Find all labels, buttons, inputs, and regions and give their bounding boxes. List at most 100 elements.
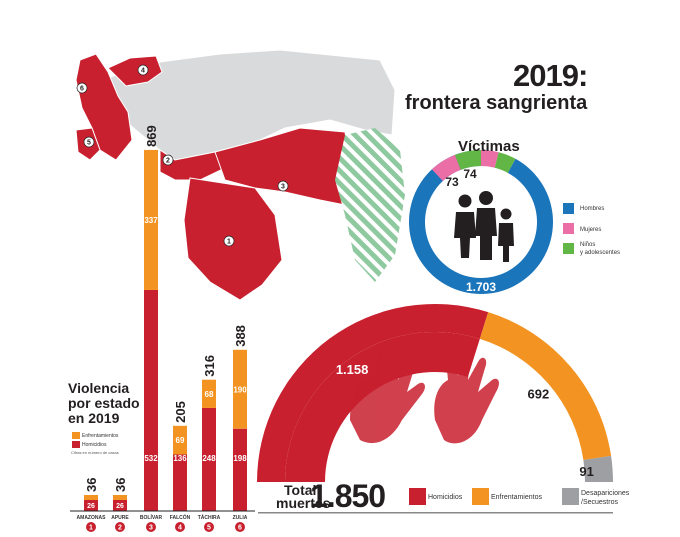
bar-homicidios: [202, 407, 216, 511]
legend-label-enfrentamientos-total: Enfrentamientos: [491, 494, 542, 501]
bar-total-label: 388: [233, 325, 248, 347]
legend-swatch-desapariciones: [562, 488, 579, 505]
bar-total-label: 36: [84, 478, 99, 492]
left-hand: [350, 343, 425, 444]
legend-label-homicidios: Homicidios: [82, 442, 107, 448]
legend-swatch-hombres: [563, 203, 574, 214]
bar-value-homicidios: 136: [173, 454, 187, 463]
total-deaths-label: Total muertes: [276, 482, 331, 511]
slice-homicidios-inner: [285, 332, 480, 482]
bar-enfrentamientos: [84, 495, 98, 500]
map-region-zulia: [75, 53, 133, 161]
map-marker: [277, 180, 289, 192]
bar-value-enfrentamientos: 190: [233, 385, 247, 394]
state-number-marker: [146, 522, 156, 532]
bar-value-enfrentamientos: 68: [205, 390, 214, 399]
bar-value-enfrentamientos: 337: [144, 216, 158, 225]
total-deaths-value: 1.850: [310, 478, 386, 514]
category-label: ZULIA: [233, 515, 248, 521]
bar-total-label: 36: [113, 478, 128, 492]
desapariciones-line2: /Secuestros: [581, 499, 618, 506]
bar-enfrentamientos: [233, 349, 247, 429]
half-donut-value-label: 1.158: [336, 362, 369, 377]
legend-label-enfrentamientos: Enfrentamientos: [82, 433, 119, 439]
state-number: 3: [149, 525, 153, 532]
map-region-gray: [99, 49, 396, 161]
bar-enfrentamientos: [144, 149, 158, 290]
slice-enfrentamientos: [479, 312, 612, 460]
state-number: 6: [238, 525, 242, 532]
legend-swatch-mujeres: [563, 223, 574, 234]
state-number: 1: [89, 525, 93, 532]
state-number-marker: [204, 522, 214, 532]
bottom-legend-divider: [258, 512, 613, 514]
ninos-line2: y adolescentes: [580, 250, 621, 256]
desapariciones-line1: Desapariciones: [581, 490, 630, 497]
map-marker: [137, 64, 149, 76]
donut-value-label: 73: [445, 175, 459, 189]
bar-homicidios: [113, 500, 127, 511]
people-icon: [454, 191, 514, 262]
donut-value-label: 74: [463, 167, 477, 181]
legend-swatch-enfrentamientos: [72, 432, 80, 439]
bar-total-label: 869: [144, 125, 159, 147]
category-label: APURE: [111, 515, 129, 521]
map-marker-number: 5: [87, 140, 91, 147]
half-donut-value-label: 91: [579, 464, 593, 479]
victims-donut: 1.703 73 74: [409, 150, 554, 294]
category-label: BOLÍVAR: [140, 513, 163, 521]
bar-homicidios: [173, 454, 187, 511]
legend-swatch-homicidios-total: [409, 488, 426, 505]
map-marker: [162, 154, 174, 166]
state-number: 5: [207, 525, 211, 532]
map-marker-number: 6: [80, 86, 84, 93]
bar-value-homicidios: 26: [116, 503, 124, 510]
right-hand: [434, 345, 499, 444]
bar-value-homicidios: 26: [87, 503, 95, 510]
total-word: Total: [284, 482, 317, 498]
bar-homicidios: [84, 500, 98, 511]
category-label: TÁCHIRA: [198, 514, 221, 521]
map-marker: [223, 235, 235, 247]
legend-label-homicidios-total: Homicidios: [428, 494, 463, 501]
slice-homicidios: [257, 303, 489, 482]
map-region-essequibo: [335, 128, 405, 282]
legend-label-ninos: Niños y adolescentes: [580, 241, 620, 257]
state-number-marker: [175, 522, 185, 532]
bar-chart-title: Violencia por estado en 2019: [68, 380, 140, 426]
legend-label-hombres: Hombres: [580, 206, 605, 212]
state-number-marker: [235, 522, 245, 532]
victims-title: Víctimas: [458, 138, 520, 155]
state-number: 4: [178, 525, 182, 532]
state-number-marker: [115, 522, 125, 532]
slice-mujeres-visual: [431, 154, 461, 182]
legend-swatch-ninos: [563, 243, 574, 254]
ninos-line1: Niños: [580, 242, 596, 248]
bar-enfrentamientos: [113, 495, 127, 500]
map-marker-number: 4: [141, 68, 145, 75]
bar-homicidios: [144, 289, 158, 511]
map-marker: [76, 82, 88, 94]
bloody-hands-image: [350, 343, 499, 444]
legend-swatch-enfrentamientos-total: [472, 488, 489, 505]
map-marker-number: 1: [227, 239, 231, 246]
bar-value-enfrentamientos: 69: [176, 436, 185, 445]
total-deaths-half-donut: 1.158 692 91: [257, 303, 613, 482]
bar-value-homicidios: 198: [233, 454, 247, 463]
muertes-word: muertes: [276, 495, 331, 511]
bar-enfrentamientos: [202, 379, 216, 408]
category-label: AMAZONAS: [77, 515, 107, 521]
units-note: Cifras en número de casos: [71, 450, 119, 455]
slice-ninos-visual: [454, 150, 481, 170]
half-donut-value-label: 692: [528, 387, 550, 402]
bar-value-homicidios: 248: [202, 454, 216, 463]
map-marker-number: 3: [281, 184, 285, 191]
slice-mujeres: [481, 150, 499, 168]
bar-total-label: 316: [202, 355, 217, 377]
legend-label-mujeres: Mujeres: [580, 227, 602, 233]
donut-value-label: 1.703: [466, 280, 496, 294]
page-subtitle: frontera sangrienta: [405, 92, 588, 114]
state-number-marker: [86, 522, 96, 532]
bar-value-homicidios: 532: [144, 454, 158, 463]
